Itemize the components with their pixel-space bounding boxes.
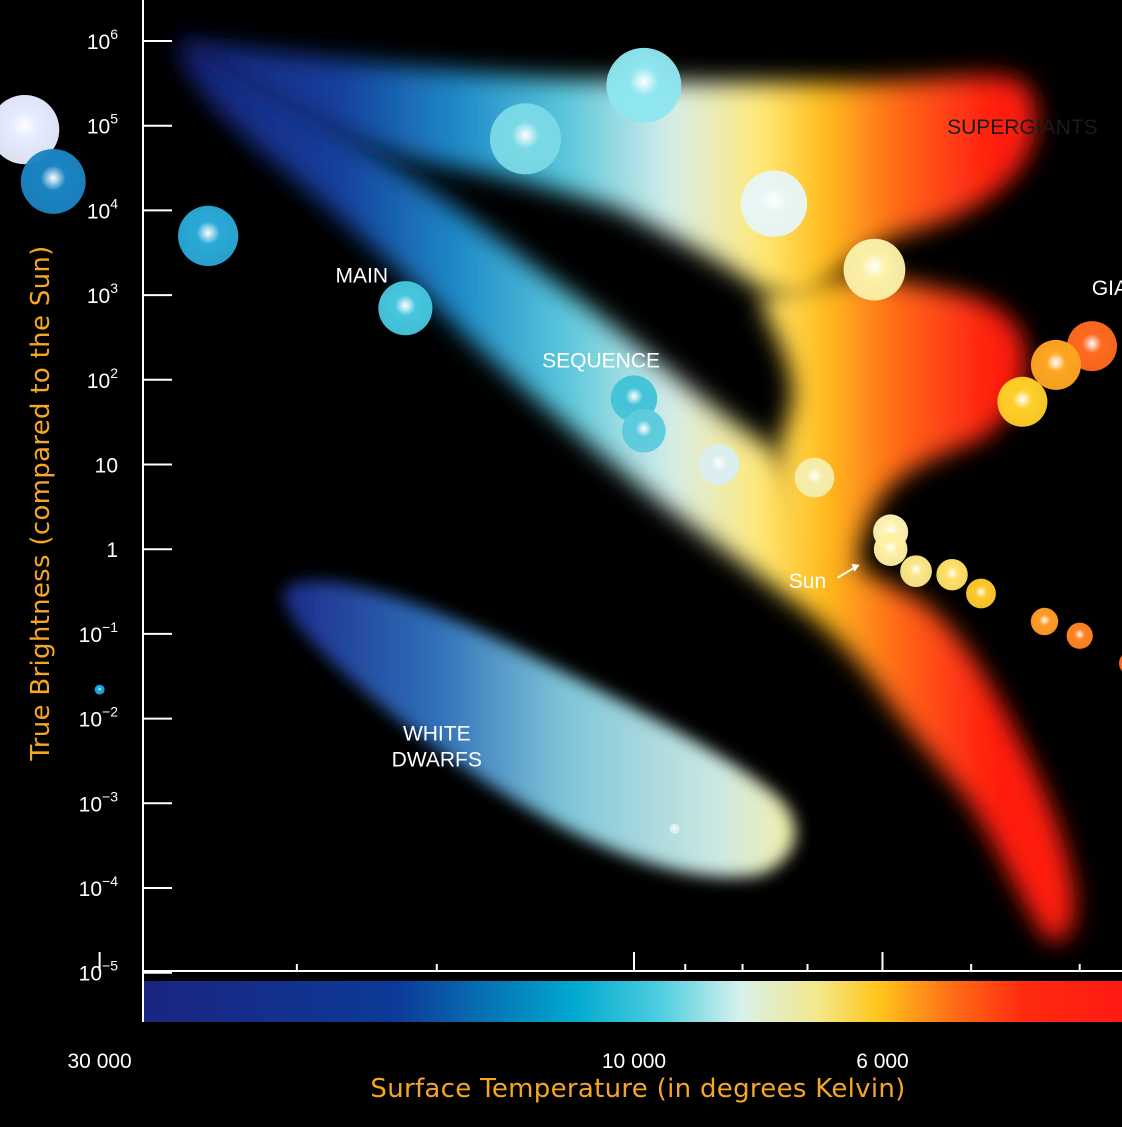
star-point [936,558,968,591]
giant-band [760,277,1026,583]
y-tick-exponent: −3 [102,788,118,804]
star-point [669,823,680,834]
star-point [20,148,86,214]
region-label: GIANTS [1092,277,1122,300]
star-point [966,578,996,609]
star-point [621,408,666,453]
supergiant-band [178,40,1037,300]
star-point [1118,655,1122,672]
star-point [997,376,1048,427]
y-tick-base: 10 [87,116,110,139]
region-label: Sun [789,570,826,593]
y-tick-exponent: −4 [102,873,118,889]
region-label-line: Sun [789,570,826,593]
y-tick-label: 103 [87,280,118,308]
x-axis-title: Surface Temperature (in degrees Kelvin) [370,1074,906,1104]
y-tick-label: 10−1 [79,619,119,647]
y-tick-exponent: −1 [102,619,118,635]
y-tick-base: 10 [87,285,110,308]
region-label: WHITE DWARFS [392,723,482,772]
region-label: MAIN [336,265,389,288]
white-dwarf-band [284,581,796,878]
sun-arrow-head [851,563,860,572]
y-tick-base: 10 [79,793,102,816]
y-tick-label: 10−3 [79,788,119,816]
y-tick-exponent: 6 [110,26,118,42]
y-tick-exponent: 2 [110,365,118,381]
y-tick-label: 102 [87,365,118,393]
star-point [900,555,932,588]
x-tick-label: 30 000 [68,1050,132,1073]
y-tick-base: 10 [87,200,110,223]
star-point [1030,607,1059,636]
region-label-line: WHITE [403,723,471,746]
star-point [794,457,835,498]
region-label: SUPERGIANTS [947,116,1098,139]
y-tick-label: 105 [87,111,118,139]
y-tick-base: 10 [79,709,102,732]
star-point [698,444,740,485]
x-tick-label: 10 000 [602,1050,666,1073]
star-point [378,281,433,336]
y-tick-base: 10 [87,31,110,54]
region-label: SEQUENCE [542,349,660,372]
y-tick-label: 1 [106,539,118,562]
star-point [1030,339,1081,390]
y-tick-base: 10 [87,370,110,393]
region-label-line: MAIN [336,265,389,288]
y-tick-exponent: 4 [110,195,118,211]
y-tick-exponent: 3 [110,280,118,296]
star-point [843,238,906,301]
star-point [94,684,105,695]
y-tick-base: 10 [79,878,102,901]
y-tick-exponent: −5 [102,958,118,974]
temperature-color-bar [143,981,1122,1022]
star-point [178,205,239,267]
region-labels: SUPERGIANTS GIANTS MAIN SEQUENCE WHITE DWARFS… [336,116,1122,772]
star-point [489,103,561,175]
y-tick-label: 10−4 [79,873,119,901]
region-label-line: DWARFS [392,749,482,772]
star-point [873,532,908,566]
main-sequence-band [178,40,1075,942]
region-label-line: SUPERGIANTS [947,116,1098,139]
y-tick-base: 10 [79,624,102,647]
y-tick-label: 106 [87,26,118,54]
star-point [740,170,808,237]
star-point [606,47,682,123]
y-tick-label: 10 [95,455,118,478]
region-label-line: SEQUENCE [542,349,660,372]
region-bands [178,40,1075,942]
region-label-line: GIANTS [1092,277,1122,300]
stars-layer [0,47,1122,834]
y-tick-label: 10−2 [79,704,119,732]
y-tick-base: 10 [95,455,118,478]
y-tick-base: 1 [106,539,118,562]
y-axis-title: True Brightness (compared to the Sun) [26,245,56,761]
y-tick-base: 10 [79,963,102,986]
x-tick-label: 6 000 [856,1050,909,1073]
star-point [1066,622,1093,649]
star-point [0,94,60,165]
y-tick-label: 10−5 [79,958,119,986]
y-tick-exponent: −2 [102,704,118,720]
y-tick-exponent: 5 [110,111,118,127]
y-tick-label: 104 [87,195,118,223]
